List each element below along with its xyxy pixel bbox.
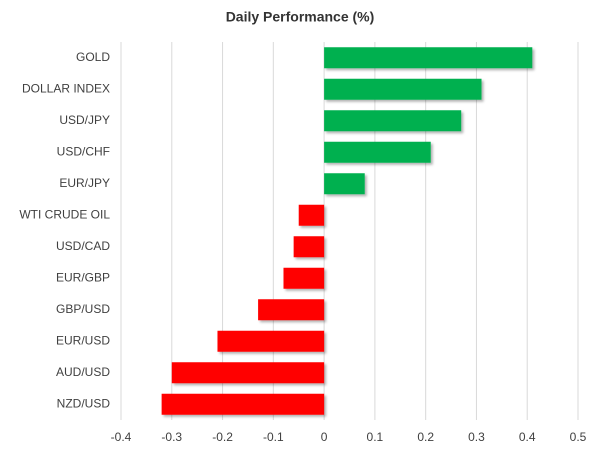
- bar: [324, 78, 482, 100]
- x-tick-label: 0.3: [468, 430, 485, 444]
- x-tick-label: -0.3: [161, 430, 182, 444]
- bar: [324, 173, 365, 195]
- y-tick-label: USD/CHF: [57, 144, 110, 158]
- y-tick-label: GBP/USD: [56, 302, 110, 316]
- y-tick-label: USD/JPY: [59, 113, 110, 127]
- bar: [217, 330, 325, 352]
- x-tick-label: 0.2: [417, 430, 434, 444]
- bar: [161, 393, 325, 415]
- bar: [324, 47, 533, 69]
- bar: [298, 204, 325, 226]
- y-tick-label: DOLLAR INDEX: [22, 81, 110, 95]
- bar: [324, 110, 462, 132]
- x-tick-label: 0.5: [570, 430, 587, 444]
- y-tick-label: AUD/USD: [56, 365, 110, 379]
- x-tick-label: 0: [321, 430, 328, 444]
- y-tick-label: USD/CAD: [56, 239, 110, 253]
- x-tick-label: -0.4: [111, 430, 132, 444]
- y-tick-label: NZD/USD: [57, 396, 111, 410]
- y-tick-label: EUR/JPY: [59, 176, 110, 190]
- x-tick-label: -0.2: [212, 430, 233, 444]
- y-tick-label: WTI CRUDE OIL: [19, 207, 110, 221]
- x-tick-label: 0.1: [367, 430, 384, 444]
- y-tick-label: GOLD: [76, 50, 110, 64]
- y-tick-label: EUR/USD: [56, 333, 110, 347]
- bar: [171, 362, 325, 384]
- bar: [258, 299, 325, 321]
- bar: [324, 141, 431, 163]
- x-tick-label: 0.4: [519, 430, 536, 444]
- chart-title: Daily Performance (%): [226, 9, 375, 25]
- y-tick-label: EUR/GBP: [56, 270, 110, 284]
- bar: [293, 236, 325, 258]
- x-tick-label: -0.1: [263, 430, 284, 444]
- bar: [283, 267, 325, 289]
